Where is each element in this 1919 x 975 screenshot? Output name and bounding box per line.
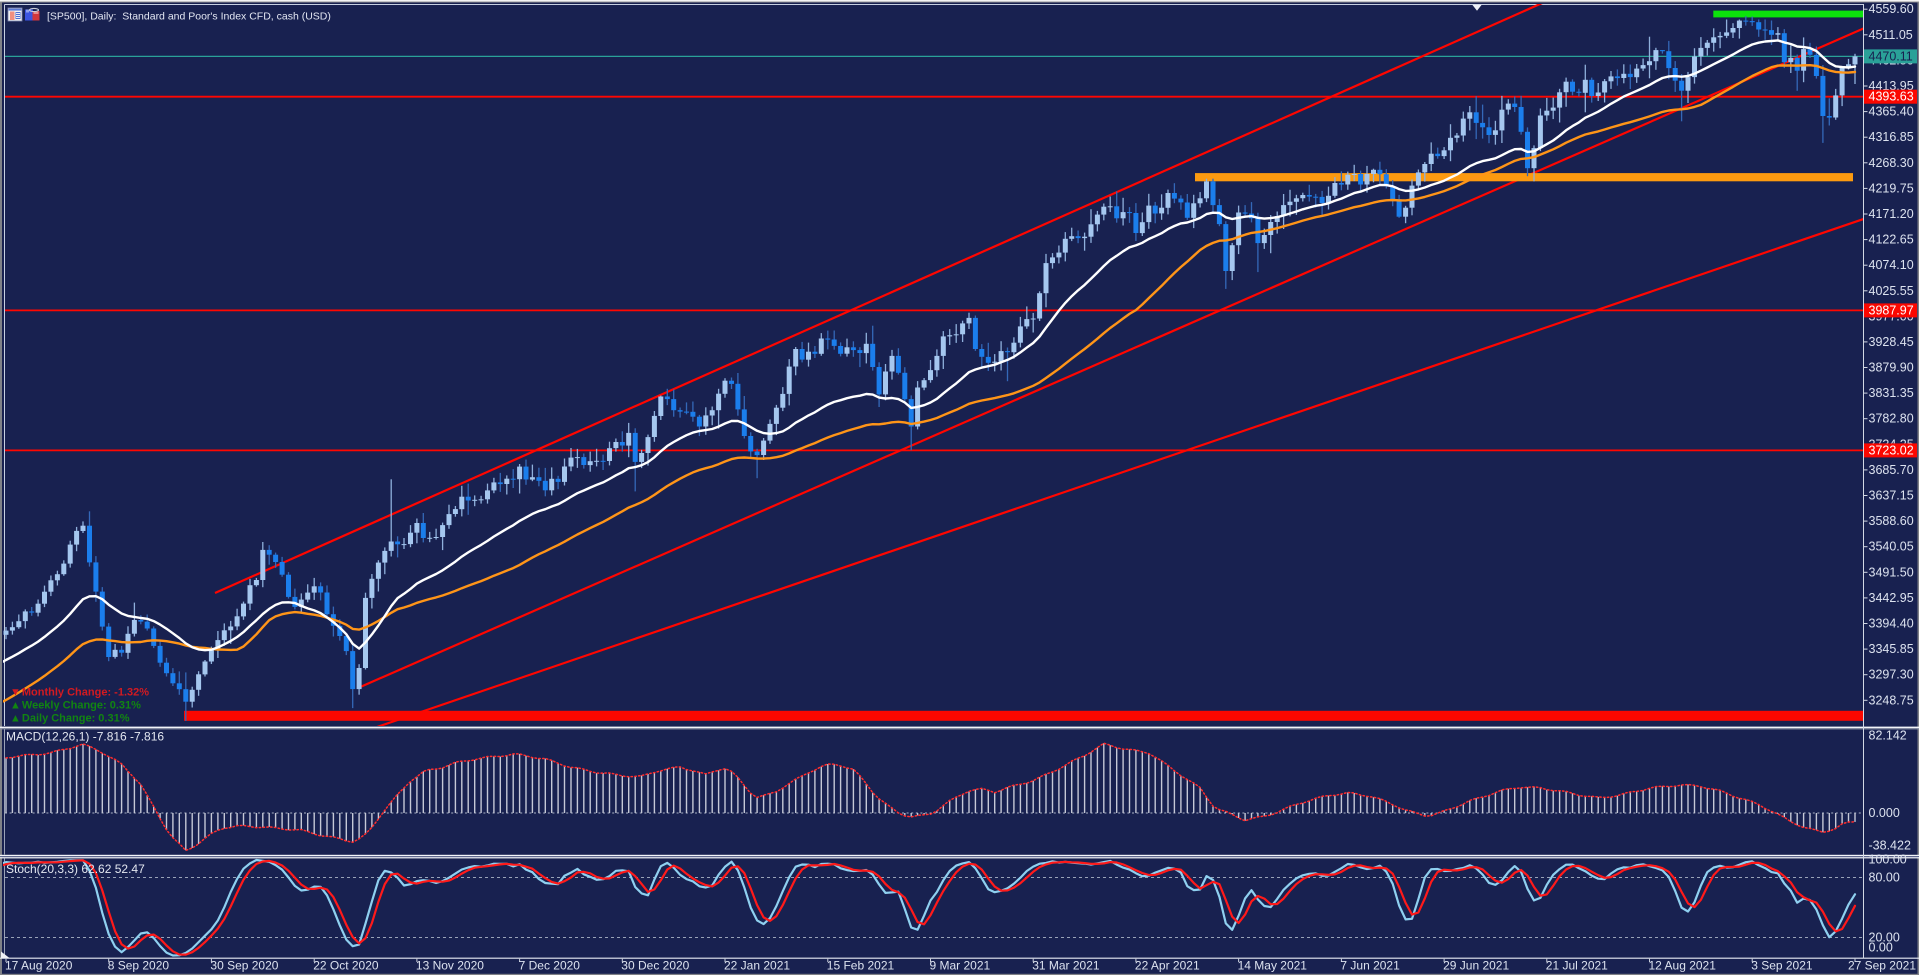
svg-text:MACD(12,26,1) -7.816 -7.816: MACD(12,26,1) -7.816 -7.816 — [6, 730, 164, 744]
svg-text:3637.15: 3637.15 — [1869, 489, 1914, 503]
svg-text:27 Sep 2021: 27 Sep 2021 — [1848, 959, 1916, 973]
svg-text:22 Jan 2021: 22 Jan 2021 — [724, 959, 790, 973]
svg-text:31 Mar 2021: 31 Mar 2021 — [1032, 959, 1100, 973]
svg-text:3831.35: 3831.35 — [1869, 386, 1914, 400]
svg-text:4219.75: 4219.75 — [1869, 181, 1914, 195]
svg-text:3928.45: 3928.45 — [1869, 335, 1914, 349]
svg-text:3248.75: 3248.75 — [1869, 693, 1914, 707]
svg-text:22 Oct 2020: 22 Oct 2020 — [313, 959, 379, 973]
svg-text:13 Nov 2020: 13 Nov 2020 — [416, 959, 484, 973]
svg-text:3491.50: 3491.50 — [1869, 565, 1914, 579]
svg-text:7 Dec 2020: 7 Dec 2020 — [519, 959, 581, 973]
svg-text:0.00: 0.00 — [1869, 941, 1893, 955]
svg-text:82.142: 82.142 — [1869, 729, 1907, 743]
svg-text:100.00: 100.00 — [1869, 853, 1907, 867]
svg-text:9 Mar 2021: 9 Mar 2021 — [930, 959, 991, 973]
svg-text:4393.63: 4393.63 — [1869, 90, 1914, 104]
svg-text:3782.80: 3782.80 — [1869, 412, 1914, 426]
svg-text:4074.10: 4074.10 — [1869, 258, 1914, 272]
svg-text:4025.55: 4025.55 — [1869, 284, 1914, 298]
svg-text:30 Sep 2020: 30 Sep 2020 — [210, 959, 278, 973]
svg-text:80.00: 80.00 — [1869, 871, 1900, 885]
svg-text:15 Feb 2021: 15 Feb 2021 — [827, 959, 895, 973]
svg-text:3685.70: 3685.70 — [1869, 463, 1914, 477]
svg-text:4413.95: 4413.95 — [1869, 79, 1914, 93]
svg-text:3540.05: 3540.05 — [1869, 540, 1914, 554]
svg-text:3987.97: 3987.97 — [1869, 303, 1914, 317]
svg-text:3394.40: 3394.40 — [1869, 617, 1914, 631]
svg-text:3345.85: 3345.85 — [1869, 642, 1914, 656]
svg-text:30 Dec 2020: 30 Dec 2020 — [621, 959, 689, 973]
svg-text:21 Jul 2021: 21 Jul 2021 — [1546, 959, 1608, 973]
svg-text:3588.60: 3588.60 — [1869, 514, 1914, 528]
svg-text:▲Daily Change: 0.31%: ▲Daily Change: 0.31% — [10, 713, 130, 725]
svg-text:3879.90: 3879.90 — [1869, 361, 1914, 375]
svg-text:4559.60: 4559.60 — [1869, 2, 1914, 16]
svg-text:Stoch(20,3,3) 62.62 52.47: Stoch(20,3,3) 62.62 52.47 — [6, 862, 145, 876]
svg-text:8 Sep 2020: 8 Sep 2020 — [108, 959, 170, 973]
svg-text:4511.05: 4511.05 — [1869, 28, 1913, 42]
svg-text:4171.20: 4171.20 — [1869, 207, 1914, 221]
svg-text:4316.85: 4316.85 — [1869, 130, 1914, 144]
svg-text:▼Monthly Change: -1.32%: ▼Monthly Change: -1.32% — [10, 687, 149, 699]
svg-text:3297.30: 3297.30 — [1869, 668, 1914, 682]
svg-text:3442.95: 3442.95 — [1869, 591, 1914, 605]
svg-text:4268.30: 4268.30 — [1869, 156, 1914, 170]
svg-text:-38.422: -38.422 — [1869, 839, 1911, 853]
svg-text:7 Jun 2021: 7 Jun 2021 — [1340, 959, 1400, 973]
svg-text:4365.40: 4365.40 — [1869, 105, 1914, 119]
svg-text:4122.65: 4122.65 — [1869, 233, 1914, 247]
svg-text:29 Jun 2021: 29 Jun 2021 — [1443, 959, 1509, 973]
svg-text:[SP500], Daily: Standard and: [SP500], Daily: Standard and Poor's Inde… — [47, 11, 331, 23]
svg-text:▲Weekly Change: 0.31%: ▲Weekly Change: 0.31% — [10, 700, 141, 712]
svg-text:12 Aug 2021: 12 Aug 2021 — [1649, 959, 1717, 973]
svg-text:3 Sep 2021: 3 Sep 2021 — [1751, 959, 1813, 973]
svg-text:0.000: 0.000 — [1869, 806, 1900, 820]
svg-text:4470.11: 4470.11 — [1869, 49, 1913, 63]
svg-text:3723.02: 3723.02 — [1869, 443, 1914, 457]
svg-text:17 Aug 2020: 17 Aug 2020 — [5, 959, 73, 973]
svg-text:22 Apr 2021: 22 Apr 2021 — [1135, 959, 1200, 973]
svg-text:20.00: 20.00 — [1869, 931, 1900, 945]
svg-text:14 May 2021: 14 May 2021 — [1238, 959, 1308, 973]
